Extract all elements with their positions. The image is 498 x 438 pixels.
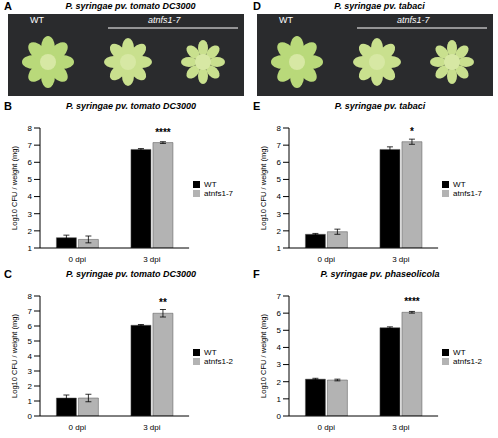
svg-text:7: 7 (277, 141, 282, 150)
svg-text:3 dpi: 3 dpi (143, 423, 161, 432)
svg-text:0: 0 (28, 412, 33, 421)
html-text:atnfs1-7: atnfs1-7 (453, 189, 482, 198)
html-text:WT: WT (279, 15, 293, 25)
svg-text:0 dpi: 0 dpi (318, 255, 336, 264)
svg-text:1: 1 (277, 244, 282, 253)
svg-text:5: 5 (28, 337, 33, 346)
svg-text:5: 5 (28, 175, 33, 184)
html-text:atnfs1-2: atnfs1-2 (204, 357, 233, 366)
svg-text:****: **** (404, 296, 420, 307)
html-text:WT: WT (453, 348, 466, 357)
svg-text:8: 8 (28, 124, 33, 133)
svg-text:4: 4 (277, 343, 282, 352)
svg-text:3 dpi: 3 dpi (392, 255, 410, 264)
html-text:F: F (253, 268, 260, 280)
svg-text:3 dpi: 3 dpi (143, 255, 161, 264)
html-text:B: B (4, 100, 12, 112)
svg-text:0: 0 (277, 412, 282, 421)
svg-text:****: **** (155, 127, 171, 138)
svg-text:0 dpi: 0 dpi (318, 423, 336, 432)
html-text:A: A (4, 0, 12, 12)
svg-text:4: 4 (28, 352, 33, 361)
html-text:WT: WT (204, 348, 217, 357)
svg-text:5: 5 (277, 175, 282, 184)
svg-text:Log10 CFU / weight (mg): Log10 CFU / weight (mg) (10, 146, 19, 230)
svg-text:7: 7 (28, 307, 33, 316)
svg-text:*: * (410, 126, 414, 137)
svg-text:2: 2 (28, 382, 33, 391)
html-text:C: C (4, 268, 12, 280)
svg-text:0 dpi: 0 dpi (69, 423, 87, 432)
html-text:WT: WT (204, 180, 217, 189)
html-text:atnfs1-7: atnfs1-7 (397, 15, 430, 25)
svg-text:4: 4 (277, 192, 282, 201)
svg-text:8: 8 (277, 124, 282, 133)
svg-text:3 dpi: 3 dpi (392, 423, 410, 432)
svg-text:1: 1 (277, 395, 282, 404)
svg-text:3: 3 (28, 210, 33, 219)
html-text:atnfs1-2: atnfs1-2 (453, 357, 482, 366)
svg-text:0 dpi: 0 dpi (69, 255, 87, 264)
svg-text:3: 3 (277, 360, 282, 369)
svg-text:6: 6 (28, 158, 33, 167)
svg-text:2: 2 (28, 227, 33, 236)
html-text:D: D (253, 0, 261, 12)
svg-text:2: 2 (277, 378, 282, 387)
html-text:atnfs1-7: atnfs1-7 (204, 189, 233, 198)
html-text:WT: WT (453, 180, 466, 189)
svg-text:Log10 CFU / weight (mg): Log10 CFU / weight (mg) (259, 146, 268, 230)
html-text:P. syringae pv. tomato DC3000: P. syringae pv. tomato DC3000 (66, 269, 196, 279)
svg-text:3: 3 (28, 367, 33, 376)
html-text:P. syringae pv. tomato DC3000: P. syringae pv. tomato DC3000 (66, 101, 196, 111)
html-text:atnfs1-7: atnfs1-7 (148, 15, 181, 25)
svg-text:Log10 CFU / weight (mg): Log10 CFU / weight (mg) (259, 314, 268, 398)
svg-text:6: 6 (277, 309, 282, 318)
svg-text:4: 4 (28, 192, 33, 201)
svg-text:2: 2 (277, 227, 282, 236)
svg-text:7: 7 (277, 292, 282, 301)
svg-text:Log10 CFU / weight (mg): Log10 CFU / weight (mg) (10, 314, 19, 398)
svg-text:8: 8 (28, 292, 33, 301)
svg-text:**: ** (159, 297, 167, 308)
html-text:P. syringae pv. tomato DC3000: P. syringae pv. tomato DC3000 (65, 1, 196, 11)
html-text:P. syringae pv. tabaci: P. syringae pv. tabaci (334, 101, 426, 111)
html-text:P. syringae pv. tabaci: P. syringae pv. tabaci (334, 1, 425, 11)
svg-text:7: 7 (28, 141, 33, 150)
svg-text:5: 5 (277, 326, 282, 335)
svg-text:1: 1 (28, 397, 33, 406)
html-text:E: E (253, 100, 261, 112)
html-text:WT: WT (30, 15, 44, 25)
svg-text:3: 3 (277, 210, 282, 219)
html-text:P. syringae pv. phaseolicola: P. syringae pv. phaseolicola (320, 269, 440, 279)
svg-text:1: 1 (28, 244, 33, 253)
svg-text:6: 6 (277, 158, 282, 167)
svg-text:6: 6 (28, 322, 33, 331)
